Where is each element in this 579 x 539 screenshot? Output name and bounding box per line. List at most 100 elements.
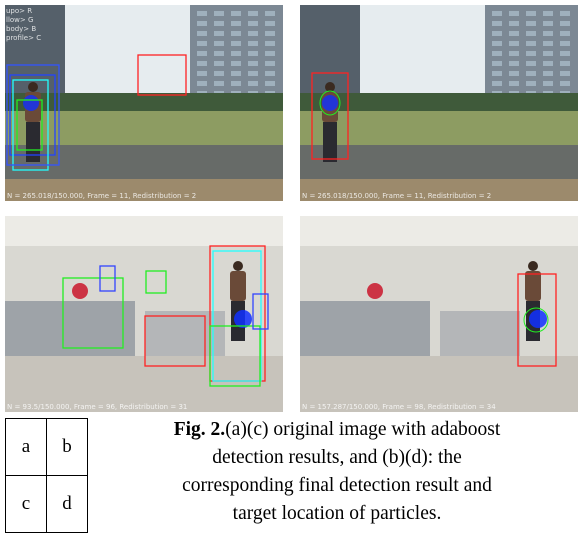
window xyxy=(543,21,553,26)
window xyxy=(265,51,275,56)
plant xyxy=(367,283,383,299)
window xyxy=(526,21,536,26)
cell: a xyxy=(6,419,47,476)
window xyxy=(560,71,570,76)
overlay-status: N = 265.018/150.000, Frame = 11, Redistr… xyxy=(302,192,491,200)
window xyxy=(526,51,536,56)
window xyxy=(509,31,519,36)
cell: d xyxy=(47,476,88,533)
window xyxy=(543,41,553,46)
ceiling xyxy=(300,216,578,246)
window xyxy=(265,21,275,26)
window xyxy=(492,61,502,66)
particles xyxy=(23,95,39,111)
photo: N = 265.018/150.000, Frame = 11, Redistr… xyxy=(300,5,578,201)
caption-label: Fig. 2. xyxy=(174,419,225,440)
window xyxy=(248,41,258,46)
window xyxy=(509,11,519,16)
overlay-legend: llow> G xyxy=(6,16,33,24)
window xyxy=(231,71,241,76)
person-head xyxy=(528,261,538,271)
photo: N = 93.5/150.000, Frame = 96, Redistribu… xyxy=(5,216,283,412)
window xyxy=(560,21,570,26)
window xyxy=(214,61,224,66)
page: upo> Rllow> Gbody> Bprofile> CN = 265.01… xyxy=(0,0,579,539)
caption: Fig. 2.(a)(c) original image with adaboo… xyxy=(95,416,579,528)
caption-line: detection results, and (b)(d): the xyxy=(212,447,462,468)
counter xyxy=(440,311,520,356)
window xyxy=(214,71,224,76)
overlay-status: N = 265.018/150.000, Frame = 11, Redistr… xyxy=(7,192,196,200)
window xyxy=(509,61,519,66)
trees xyxy=(5,93,283,113)
window xyxy=(265,61,275,66)
window xyxy=(526,81,536,86)
cell: b xyxy=(47,419,88,476)
ceiling xyxy=(5,216,283,246)
window xyxy=(526,71,536,76)
window xyxy=(543,61,553,66)
window xyxy=(248,81,258,86)
window xyxy=(248,21,258,26)
cell: c xyxy=(6,476,47,533)
window xyxy=(543,31,553,36)
trees xyxy=(300,93,578,113)
window xyxy=(265,81,275,86)
person-head xyxy=(233,261,243,271)
overlay-legend: upo> R xyxy=(6,7,32,15)
window xyxy=(526,11,536,16)
window xyxy=(543,11,553,16)
window xyxy=(197,51,207,56)
window xyxy=(560,51,570,56)
window xyxy=(492,31,502,36)
photo-c: N = 93.5/150.000, Frame = 96, Redistribu… xyxy=(5,216,283,412)
window xyxy=(526,41,536,46)
window xyxy=(197,11,207,16)
window xyxy=(543,81,553,86)
window xyxy=(526,31,536,36)
window xyxy=(231,51,241,56)
particles xyxy=(529,310,547,328)
road xyxy=(5,145,283,181)
window xyxy=(543,51,553,56)
caption-line: corresponding final detection result and xyxy=(182,475,492,496)
person-legs xyxy=(323,122,337,162)
grass xyxy=(300,111,578,147)
particles xyxy=(234,310,252,328)
window xyxy=(214,11,224,16)
window xyxy=(560,81,570,86)
window xyxy=(231,61,241,66)
plant xyxy=(72,283,88,299)
caption-line: (a)(c) original image with adaboost xyxy=(225,419,500,440)
window xyxy=(265,71,275,76)
window xyxy=(197,81,207,86)
window xyxy=(231,41,241,46)
window xyxy=(509,41,519,46)
window xyxy=(214,51,224,56)
window xyxy=(231,21,241,26)
window xyxy=(197,61,207,66)
window xyxy=(214,31,224,36)
particles xyxy=(322,95,338,111)
window xyxy=(248,11,258,16)
photo-b: N = 265.018/150.000, Frame = 11, Redistr… xyxy=(300,5,578,201)
window xyxy=(214,81,224,86)
window xyxy=(197,21,207,26)
window xyxy=(265,31,275,36)
window xyxy=(526,61,536,66)
person-body xyxy=(230,271,246,301)
window xyxy=(265,41,275,46)
window xyxy=(265,11,275,16)
window xyxy=(492,41,502,46)
window xyxy=(248,61,258,66)
overlay-legend: profile> C xyxy=(6,34,41,42)
window xyxy=(231,81,241,86)
window xyxy=(509,21,519,26)
person-legs xyxy=(26,122,40,162)
window xyxy=(543,71,553,76)
overlay-status: N = 93.5/150.000, Frame = 96, Redistribu… xyxy=(7,403,187,411)
window xyxy=(248,51,258,56)
window xyxy=(492,11,502,16)
person-head xyxy=(28,82,38,92)
